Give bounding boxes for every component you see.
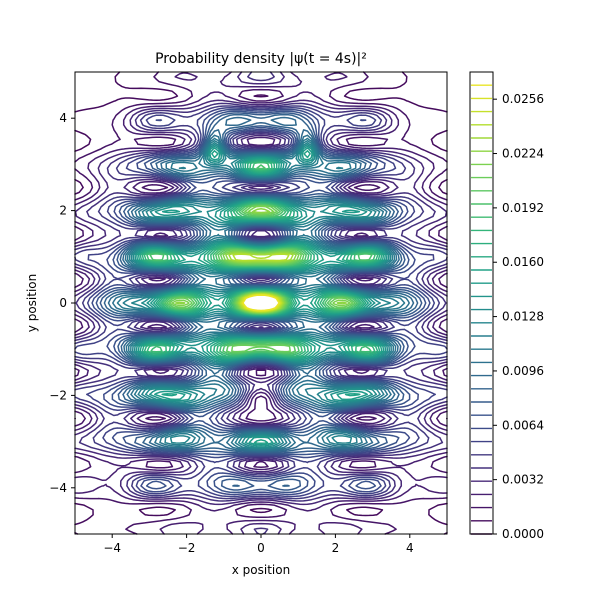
contour-level bbox=[74, 71, 448, 535]
y-tick-label: 2 bbox=[59, 204, 67, 218]
colorbar-tick-label: 0.0224 bbox=[502, 147, 544, 161]
x-tick-label: −2 bbox=[178, 541, 196, 555]
colorbar-frame bbox=[469, 71, 494, 535]
colorbar-tick-label: 0.0256 bbox=[502, 92, 544, 106]
x-tick-label: 0 bbox=[257, 541, 265, 555]
colorbar-tick-label: 0.0032 bbox=[502, 473, 544, 487]
contour-level bbox=[74, 71, 448, 535]
y-tick-label: −4 bbox=[49, 481, 67, 495]
colorbar-tick-label: 0.0128 bbox=[502, 310, 544, 324]
x-tick-label: −4 bbox=[103, 541, 121, 555]
y-tick-label: 0 bbox=[59, 296, 67, 310]
colorbar-levels bbox=[471, 84, 492, 535]
contour-level bbox=[74, 71, 448, 535]
x-tick-label: 4 bbox=[406, 541, 414, 555]
plot-area bbox=[74, 71, 448, 535]
y-tick-label: 4 bbox=[59, 111, 67, 125]
colorbar-tick-label: 0.0000 bbox=[502, 527, 544, 541]
contour-level bbox=[74, 71, 448, 535]
y-tick-label: −2 bbox=[49, 388, 67, 402]
x-axis-label: x position bbox=[232, 563, 290, 577]
plot-background bbox=[75, 72, 447, 534]
contour-level bbox=[74, 71, 448, 535]
colorbar-tick-label: 0.0192 bbox=[502, 201, 544, 215]
contour-level bbox=[74, 107, 448, 498]
contour-level bbox=[242, 294, 280, 312]
y-axis-label: y position bbox=[25, 274, 39, 332]
chart-title: Probability density |ψ(t = 4s)|² bbox=[155, 51, 367, 67]
colorbar-tick-label: 0.0160 bbox=[502, 255, 544, 269]
colorbar: 0.0000 0.0032 0.0064 0.0096 0.0128 0.0160 0.01… bbox=[469, 71, 544, 541]
contour-lines bbox=[74, 71, 448, 535]
colorbar-ticks: 0.0000 0.0032 0.0064 0.0096 0.0128 0.0160 0.01… bbox=[493, 92, 544, 541]
colorbar-tick-label: 0.0064 bbox=[502, 418, 544, 432]
contour-level bbox=[95, 110, 427, 494]
colorbar-tick-label: 0.0096 bbox=[502, 364, 544, 378]
y-axis-ticks: −4 −2 0 2 4 bbox=[49, 111, 75, 495]
x-tick-label: 2 bbox=[332, 541, 340, 555]
x-axis-ticks: −4 −2 0 2 4 bbox=[103, 534, 414, 555]
